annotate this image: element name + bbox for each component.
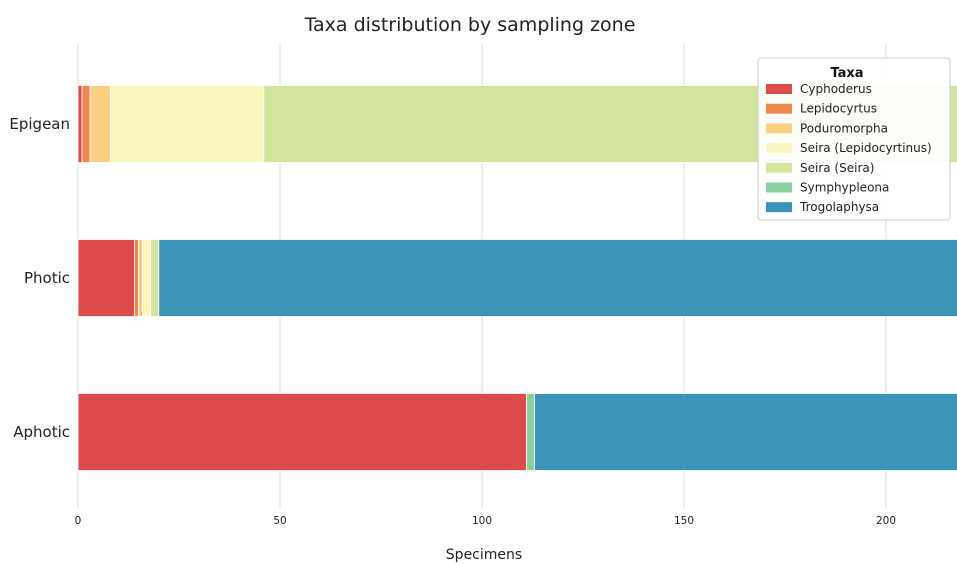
legend-label-seira-seira: Seira (Seira) [800, 161, 874, 175]
legend-title: Taxa [830, 66, 863, 81]
bar-photic-trogolaphysa [158, 239, 957, 317]
bar-epigean-seira-lepidocyrtinus [109, 85, 265, 163]
bar-aphotic-trogolaphysa [534, 393, 957, 471]
legend-box [757, 57, 951, 221]
x-tick-label-0: 0 [75, 515, 82, 527]
category-label-epigean: Epigean [9, 115, 70, 133]
category-label-photic: Photic [24, 269, 70, 287]
bar-photic-cyphoderus [77, 239, 135, 317]
x-tick-labels: 050100150200250300350400 [75, 515, 896, 527]
x-tick-label-3: 150 [674, 515, 694, 527]
x-tick-label-2: 100 [472, 515, 492, 527]
bar-aphotic-cyphoderus [77, 393, 527, 471]
legend-label-poduromorpha: Poduromorpha [800, 121, 888, 135]
legend-swatch-seira-seira [766, 162, 792, 173]
category-label-aphotic: Aphotic [13, 423, 70, 441]
category-labels: Epigean Photic Aphotic [9, 115, 70, 441]
legend-swatch-lepidocyrtus [766, 103, 792, 114]
x-tick-label-4: 200 [876, 515, 896, 527]
legend-label-symphypleona: Symphypleona [800, 181, 889, 195]
bar-photic-seira-seira [150, 239, 160, 317]
chart-title: Taxa distribution by sampling zone [304, 14, 636, 36]
legend-swatch-poduromorpha [766, 123, 792, 134]
bar-epigean-poduromorpha [89, 85, 111, 163]
legend-swatch-trogolaphysa [766, 202, 792, 213]
x-axis-title: Specimens [446, 547, 522, 563]
bar-aphotic-symphypleona [526, 393, 535, 471]
x-tick-label-1: 50 [273, 515, 286, 527]
bar-epigean-lepidocyrtus [81, 85, 91, 163]
legend-label-cyphoderus: Cyphoderus [800, 82, 872, 96]
bar-epigean-cyphoderus [77, 85, 83, 163]
legend-label-trogolaphysa: Trogolaphysa [799, 200, 879, 214]
legend-swatch-symphypleona [766, 182, 792, 193]
legend-swatch-cyphoderus [766, 84, 792, 94]
bar-photic-seira-lepidocyrtinus [142, 239, 152, 317]
bar-photic-lepidocyrtus [134, 239, 139, 317]
bar-photic-poduromorpha [138, 239, 144, 317]
legend-label-lepidocyrtus: Lepidocyrtus [800, 102, 877, 116]
legend: Taxa Cyphoderus Lepidocyrtus Poduromorpha S… [757, 57, 951, 221]
legend-swatch-seira-lepidocyrtinus [766, 143, 792, 154]
legend-label-seira-lepidocyrtinus: Seira (Lepidocyrtinus) [800, 141, 932, 155]
